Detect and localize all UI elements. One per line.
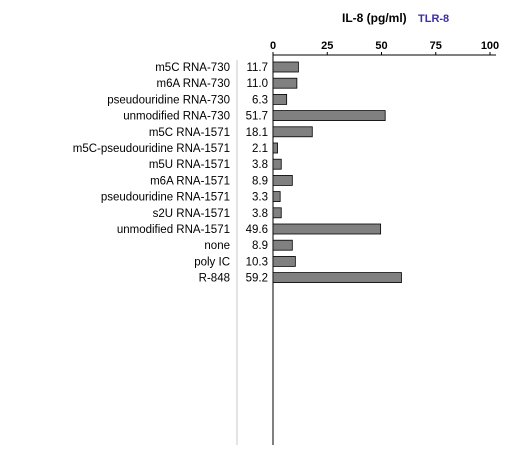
bar [272, 239, 293, 251]
bar [272, 110, 386, 121]
category-label: poly IC [194, 256, 230, 268]
bar-row: unmodified RNA-730 51.7 [123, 110, 386, 123]
category-label: m5C-pseudouridine RNA-1571 [73, 143, 230, 155]
bar-row: m5C RNA-1571 18.1 [149, 126, 313, 139]
value-label: 10.3 [246, 256, 268, 268]
x-tick-label: 75 [430, 40, 442, 52]
bar-row: s2U RNA-1571 3.8 [153, 207, 282, 220]
value-label: 8.9 [252, 240, 268, 252]
value-label: 3.3 [252, 192, 268, 204]
bar [272, 255, 296, 267]
bar-row: none 8.9 [204, 239, 293, 252]
x-tick-label: 100 [481, 40, 499, 52]
category-label: m5C RNA-730 [155, 62, 230, 74]
value-label: 8.9 [252, 175, 268, 187]
bar [272, 94, 288, 105]
category-label: unmodified RNA-1571 [117, 224, 230, 236]
category-label: pseudouridine RNA-1571 [101, 192, 230, 204]
value-label: 2.1 [252, 143, 268, 155]
category-label: R-848 [199, 273, 230, 285]
bar-row: m5U RNA-1571 3.8 [149, 158, 282, 171]
bar [272, 126, 313, 138]
category-label: m6A RNA-730 [156, 78, 230, 90]
value-label: 59.2 [246, 273, 268, 285]
category-label: m5C RNA-1571 [149, 127, 230, 139]
chart-title: IL-8 (pg/ml) [342, 11, 407, 25]
bar-row: pseudouridine RNA-1571 3.3 [101, 191, 281, 204]
value-label: 6.3 [252, 94, 268, 106]
bar-row: m5C RNA-730 11.7 [155, 61, 299, 74]
bar-row: poly IC 10.3 [194, 255, 296, 268]
category-label: pseudouridine RNA-730 [107, 94, 230, 106]
bar [272, 174, 293, 186]
value-label: 11.7 [246, 62, 268, 74]
bar [272, 61, 299, 73]
bar [272, 272, 402, 284]
bar [272, 142, 278, 154]
bar-row: m6A RNA-730 11.0 [156, 77, 298, 90]
value-label: 3.8 [252, 159, 268, 171]
x-tick-label: 50 [375, 40, 387, 52]
bar-row: R-848 59.2 [199, 272, 402, 285]
chart-subtitle: TLR-8 [418, 13, 449, 25]
bar [272, 191, 281, 203]
category-label: none [204, 240, 230, 252]
x-axis-ticks: 0 25 50 75 100 [270, 40, 499, 55]
value-label: 18.1 [246, 127, 268, 139]
value-label: 49.6 [246, 224, 268, 236]
bar [272, 77, 298, 89]
value-label: 51.7 [246, 111, 268, 123]
value-label: 3.8 [252, 208, 268, 220]
bar [272, 223, 382, 235]
bar-row: pseudouridine RNA-730 6.3 [107, 94, 288, 106]
category-label: unmodified RNA-730 [123, 111, 230, 123]
bar [272, 207, 282, 219]
bar-row: m5C-pseudouridine RNA-1571 2.1 [73, 142, 278, 155]
bar [272, 158, 282, 170]
category-label: m6A RNA-1571 [150, 175, 230, 187]
x-tick-label: 0 [270, 40, 276, 52]
bar-rows: m5C RNA-730 11.7 m6A RNA-730 11.0 pseudourid… [73, 61, 402, 285]
bar-row: m6A RNA-1571 8.9 [150, 174, 293, 187]
category-label: m5U RNA-1571 [149, 159, 230, 171]
x-tick-label: 25 [321, 40, 333, 52]
bar-row: unmodified RNA-1571 49.6 [117, 223, 382, 236]
category-label: s2U RNA-1571 [153, 208, 230, 220]
value-label: 11.0 [246, 78, 268, 90]
